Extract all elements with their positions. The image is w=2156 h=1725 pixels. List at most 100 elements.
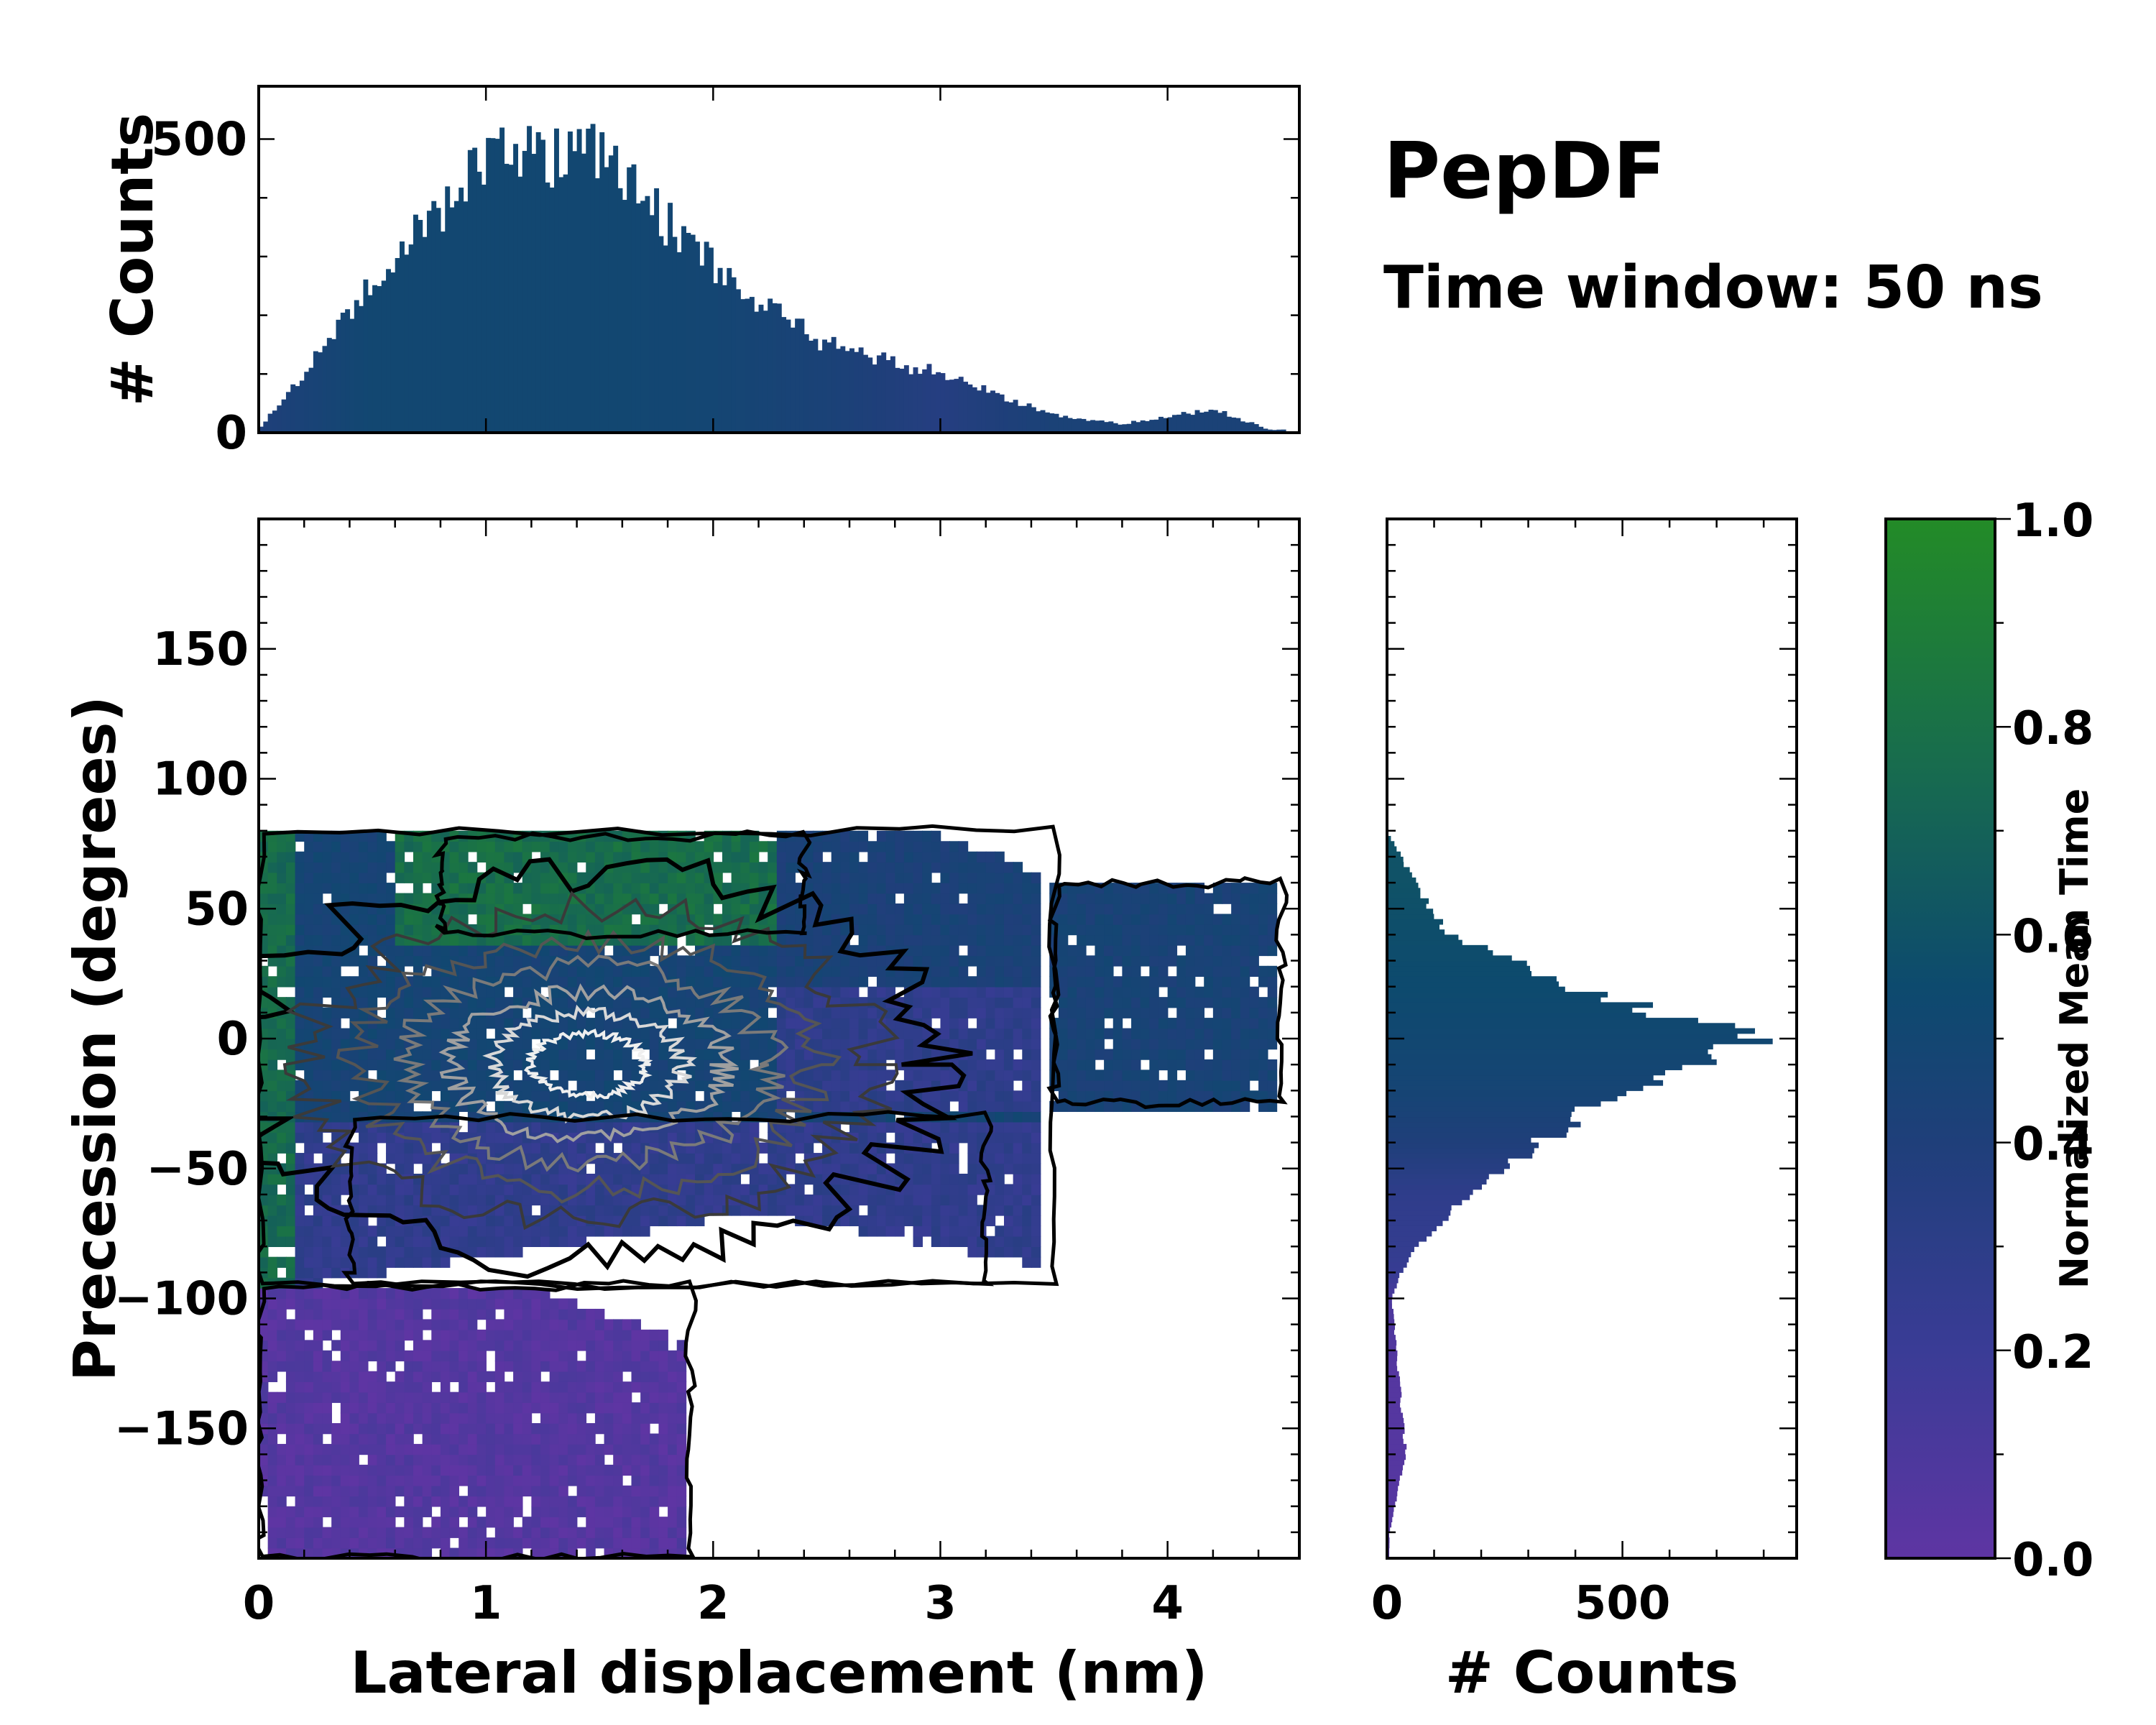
heatmap-cell [304,1070,314,1081]
top-histogram-bar [981,385,987,433]
heatmap-cell [586,893,596,904]
heatmap-cell [840,1007,850,1018]
heatmap-cell [1140,893,1151,904]
heatmap-cell [467,997,478,1008]
heatmap-cell [985,872,996,883]
heatmap-cell [540,1547,550,1558]
heatmap-cell [713,965,723,978]
heatmap-cell [395,1506,405,1517]
heatmap-cell [949,1163,959,1174]
heatmap-cell [594,1350,605,1362]
heatmap-cell [840,955,850,967]
heatmap-cell [695,1049,705,1060]
heatmap-cell [459,944,469,957]
heatmap-cell [867,955,877,967]
heatmap-cell [1031,1090,1041,1102]
heatmap-cell [531,1517,541,1528]
heatmap-cell [558,1464,568,1476]
heatmap-cell [776,872,787,883]
heatmap-cell [1185,903,1196,915]
top-histogram-bar [708,247,714,433]
heatmap-cell [449,883,460,894]
heatmap-cell [295,1485,305,1497]
heatmap-cell [958,903,969,915]
heatmap-cell [604,1329,614,1341]
heatmap-cell [1013,1090,1023,1102]
heatmap-cell [768,1100,778,1113]
heatmap-cell [867,965,877,978]
heatmap-cell [431,1298,441,1310]
heatmap-cell [1176,893,1187,904]
heatmap-cell [885,1225,896,1237]
heatmap-cell [486,1537,496,1549]
heatmap-cell [459,1236,469,1247]
heatmap-cell [586,1402,596,1414]
heatmap-cell [1077,893,1087,904]
heatmap-cell [422,1506,433,1517]
heatmap-cell [749,872,760,883]
heatmap-cell [367,1142,378,1154]
heatmap-cell [467,1205,478,1216]
heatmap-cell [758,872,768,883]
heatmap-cell [295,976,305,988]
heatmap-cell [686,841,696,852]
heatmap-cell [977,1070,987,1081]
heatmap-cell [758,997,768,1008]
heatmap-cell [840,1100,850,1113]
heatmap-cell [377,1132,387,1144]
heatmap-cell [913,1153,923,1164]
top-histogram-bar [885,360,891,433]
heatmap-cell [522,1288,533,1300]
heatmap-cell [349,1080,359,1092]
heatmap-cell [795,976,805,988]
heatmap-cell [885,1121,896,1133]
heatmap-cell [504,976,514,988]
heatmap-cell [513,1412,523,1424]
heatmap-cell [277,1018,287,1029]
heatmap-cell [740,1121,750,1133]
heatmap-cell [594,1506,605,1517]
heatmap-cell [304,1350,314,1362]
top-histogram-bar [781,317,787,433]
heatmap-cell [1122,1049,1132,1060]
heatmap-cell [413,1381,423,1393]
heatmap-cell [1095,1070,1105,1081]
heatmap-cell [1112,1080,1123,1092]
heatmap-cell [1095,1018,1105,1029]
heatmap-cell [576,1018,587,1029]
heatmap-cell [613,1225,623,1237]
heatmap-cell [413,1485,423,1497]
heatmap-cell [540,1205,550,1216]
heatmap-cell [440,1392,451,1403]
heatmap-cell [922,883,932,894]
heatmap-cell [504,1298,514,1310]
heatmap-cell [567,1381,578,1393]
heatmap-cell [322,1392,332,1403]
top-histogram-bar [1253,424,1259,433]
heatmap-cell [531,1142,541,1154]
heatmap-cell [522,1205,533,1216]
heatmap-cell [995,986,1005,998]
heatmap-cell [386,1329,396,1341]
heatmap-cell [513,883,523,894]
heatmap-cell [467,1184,478,1195]
heatmap-cell [322,1225,332,1237]
heatmap-cell [313,1475,323,1486]
heatmap-cell [331,872,341,883]
heatmap-cell [367,1506,378,1517]
heatmap-cell [758,955,768,967]
heatmap-cell [567,1100,578,1113]
heatmap-cell [440,1256,451,1268]
heatmap-cell [1122,924,1132,936]
heatmap-cell [903,1070,914,1081]
heatmap-cell [476,1246,487,1258]
heatmap-cell [922,872,932,883]
top-histogram-bar [549,187,555,433]
heatmap-cell [277,1464,287,1476]
heatmap-cell [567,1423,578,1435]
heatmap-cell [803,1121,814,1133]
heatmap-cell [504,1225,514,1237]
heatmap-cell [295,903,305,915]
heatmap-cell [404,1184,414,1195]
heatmap-cell [285,1443,296,1455]
